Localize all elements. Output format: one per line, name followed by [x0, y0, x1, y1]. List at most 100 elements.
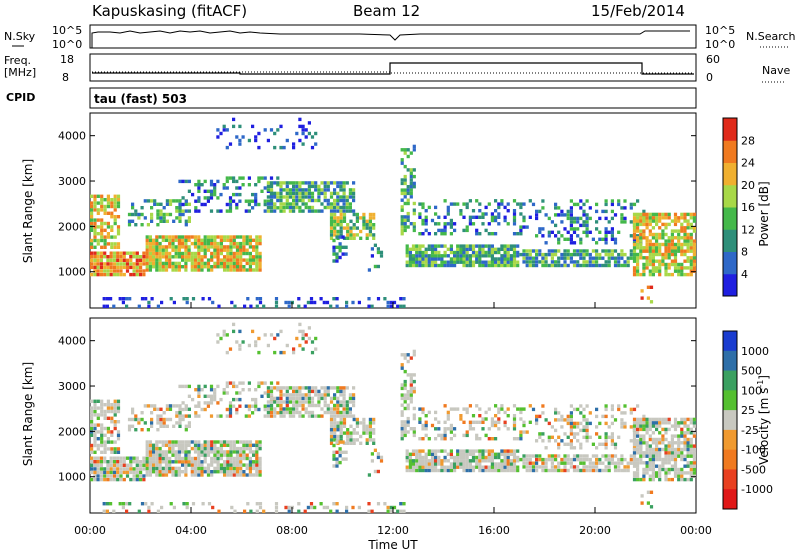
- power-cell: [309, 300, 314, 305]
- power-cell: [339, 205, 343, 210]
- velocity-cell: [437, 433, 441, 438]
- power-cell: [424, 260, 428, 264]
- power-cell: [191, 192, 195, 197]
- velocity-cell: [168, 407, 173, 411]
- power-cell: [242, 268, 246, 272]
- power-cell: [632, 256, 637, 260]
- power-cell: [142, 258, 146, 262]
- power-cell: [216, 135, 220, 139]
- power-cell: [462, 250, 466, 255]
- velocity-cell: [181, 407, 185, 412]
- velocity-cell: [639, 461, 643, 465]
- power-cell: [228, 176, 233, 180]
- power-cell: [357, 300, 361, 305]
- power-cell: [146, 199, 150, 203]
- power-cell: [531, 256, 536, 260]
- power-cell: [604, 263, 608, 268]
- velocity-cell: [639, 454, 643, 458]
- power-cell: [566, 213, 570, 217]
- velocity-cell: [148, 473, 152, 477]
- velocity-cell: [147, 509, 151, 513]
- velocity-cell: [411, 462, 416, 466]
- power-cell: [541, 234, 545, 238]
- velocity-colorbar-tick: -25: [741, 424, 759, 437]
- power-cell: [336, 184, 340, 189]
- freq-top-tick: 18: [60, 53, 74, 66]
- power-cell: [329, 195, 334, 199]
- velocity-cell: [418, 455, 422, 460]
- power-cell: [667, 266, 671, 270]
- power-cell: [238, 199, 242, 203]
- velocity-cell: [298, 393, 302, 397]
- velocity-cell: [601, 454, 605, 458]
- power-cell: [226, 268, 230, 272]
- velocity-cell: [516, 437, 520, 441]
- power-cell: [692, 219, 696, 223]
- power-cell: [248, 261, 252, 266]
- power-cell: [175, 199, 179, 203]
- velocity-cell: [174, 440, 178, 444]
- power-cell: [547, 216, 551, 221]
- power-cell: [152, 248, 156, 252]
- date-title: 15/Feb/2014: [591, 2, 685, 20]
- velocity-cell: [282, 393, 286, 397]
- power-cell: [203, 235, 207, 239]
- power-cell: [216, 258, 220, 262]
- velocity-cell: [409, 390, 413, 394]
- power-cell: [544, 260, 548, 264]
- velocity-cell: [258, 446, 262, 451]
- velocity-cell: [181, 463, 185, 467]
- power-cell: [689, 212, 693, 217]
- velocity-cell: [292, 350, 296, 355]
- power-cell: [209, 179, 214, 184]
- power-cell: [257, 179, 261, 184]
- power-cell: [554, 263, 558, 268]
- velocity-cell: [223, 453, 227, 457]
- power-cell: [658, 232, 662, 237]
- velocity-cell: [178, 384, 182, 389]
- power-cell: [172, 219, 176, 223]
- power-cell: [339, 184, 343, 189]
- power-cell: [400, 161, 404, 165]
- velocity-cell: [246, 502, 250, 506]
- power-cell: [342, 212, 347, 217]
- power-cell: [604, 202, 608, 207]
- power-cell: [175, 206, 179, 210]
- velocity-cell: [406, 403, 410, 407]
- velocity-cell: [402, 502, 406, 506]
- power-cell: [285, 184, 289, 189]
- velocity-cell: [206, 446, 211, 451]
- velocity-cell: [655, 441, 659, 445]
- velocity-cell: [403, 393, 407, 397]
- power-cell: [465, 228, 469, 233]
- velocity-cell: [512, 468, 517, 473]
- velocity-cell: [235, 397, 239, 402]
- power-cell: [487, 232, 491, 236]
- power-cell: [598, 230, 602, 234]
- power-cell: [512, 254, 517, 258]
- power-cell: [348, 209, 352, 213]
- power-cell: [103, 251, 107, 255]
- velocity-cell: [285, 403, 289, 408]
- velocity-cell: [132, 456, 136, 460]
- power-cell: [160, 300, 164, 305]
- power-cell: [651, 236, 655, 240]
- velocity-cell: [295, 386, 299, 390]
- power-cell: [112, 258, 117, 262]
- velocity-cell: [150, 502, 154, 506]
- power-cell: [683, 242, 687, 247]
- power-cell: [257, 202, 261, 207]
- velocity-cell: [446, 452, 450, 456]
- power-cell: [232, 238, 236, 242]
- power-cell: [171, 238, 175, 242]
- velocity-cell: [664, 457, 668, 462]
- power-cell: [346, 229, 350, 234]
- power-cell: [187, 255, 191, 259]
- velocity-cell: [692, 474, 696, 478]
- velocity-cell: [146, 404, 150, 408]
- power-cell: [639, 249, 643, 253]
- power-cell: [547, 252, 551, 257]
- power-cell: [314, 198, 318, 203]
- power-cell: [648, 256, 652, 260]
- velocity-cell: [155, 463, 159, 467]
